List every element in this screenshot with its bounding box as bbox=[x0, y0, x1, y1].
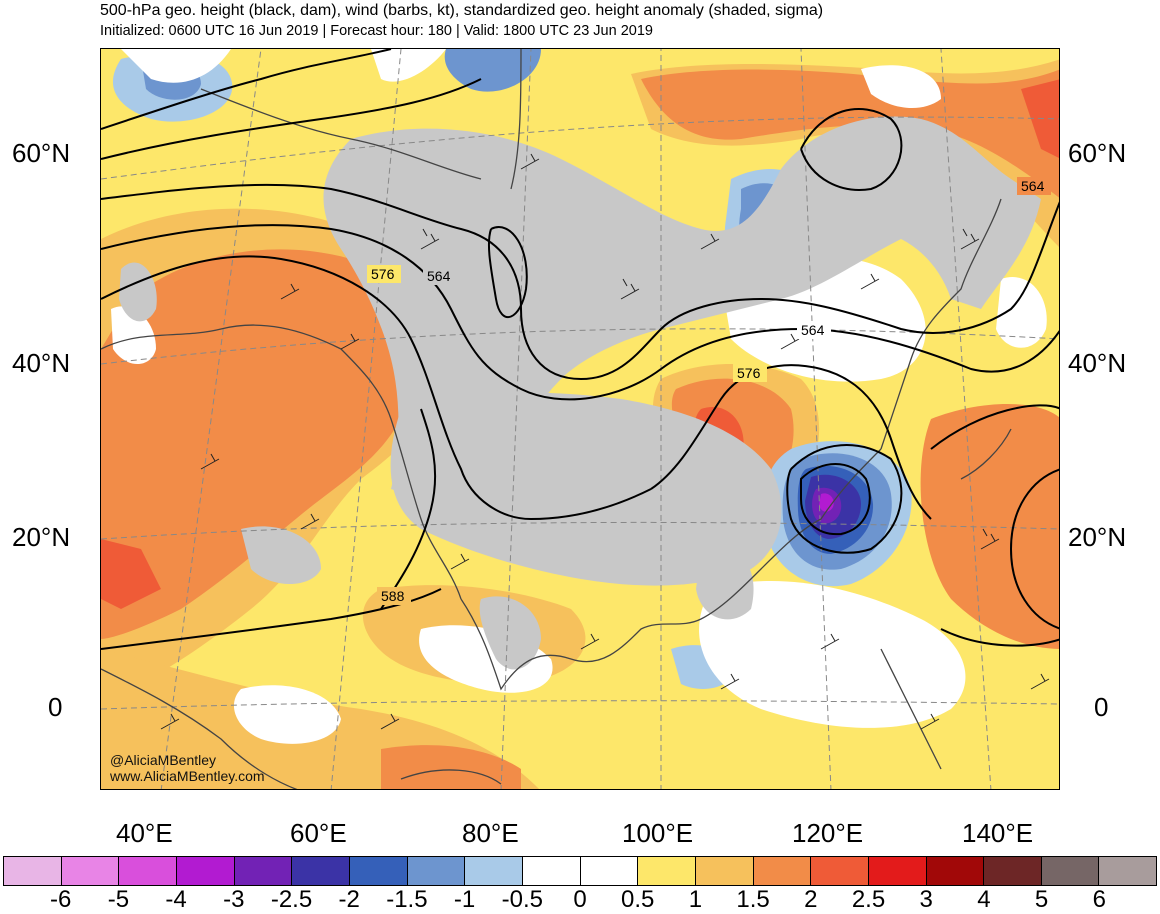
legend-swatch bbox=[984, 857, 1042, 885]
legend-tick-label: 1 bbox=[688, 886, 703, 913]
lat-label-left: 0 bbox=[48, 692, 63, 722]
contour-label: 564 bbox=[1021, 178, 1045, 194]
contour-label: 564 bbox=[427, 268, 451, 284]
chart-subtitle: Initialized: 0600 UTC 16 Jun 2019 | Fore… bbox=[100, 23, 653, 39]
legend-swatch bbox=[234, 857, 293, 885]
lon-label: 140°E bbox=[962, 818, 1034, 848]
legend-swatch bbox=[695, 857, 754, 885]
legend-swatch bbox=[811, 857, 869, 885]
attribution-handle: @AliciaMBentley bbox=[110, 752, 217, 768]
legend-swatch bbox=[407, 857, 466, 885]
attribution-site: www.AliciaMBentley.com bbox=[110, 768, 265, 784]
chart-title: 500-hPa geo. height (black, dam), wind (… bbox=[100, 2, 824, 19]
graticule bbox=[101, 49, 1059, 789]
legend-swatch bbox=[868, 857, 927, 885]
legend-swatch bbox=[61, 857, 120, 885]
lat-label-right: 20°N bbox=[1068, 522, 1127, 552]
contour-label: 588 bbox=[381, 588, 405, 604]
lon-label: 120°E bbox=[792, 818, 864, 848]
legend-tick-label: -1 bbox=[453, 886, 476, 913]
legend-swatch bbox=[176, 857, 235, 885]
map-panel: 576 564 564 576 588 564 bbox=[100, 48, 1060, 790]
contour-label-group: 576 564 564 576 588 564 bbox=[367, 177, 1051, 605]
legend-swatch bbox=[522, 857, 581, 885]
gray-land-overlay bbox=[119, 116, 1041, 670]
lat-label-left: 40°N bbox=[12, 348, 71, 378]
legend-tick-label: 1.5 bbox=[736, 886, 770, 913]
legend-swatch bbox=[349, 857, 408, 885]
contour-label: 576 bbox=[737, 365, 761, 381]
lon-label: 100°E bbox=[622, 818, 694, 848]
lon-label: 60°E bbox=[290, 818, 347, 848]
neutral-anomaly-patches bbox=[111, 49, 1047, 744]
contour-label: 564 bbox=[801, 322, 825, 338]
lat-label-right: 0 bbox=[1094, 692, 1109, 722]
wind-barbs bbox=[160, 153, 1050, 730]
attribution: @AliciaMBentley www.AliciaMBentley.com bbox=[110, 752, 265, 784]
legend-tick-label: 3 bbox=[919, 886, 933, 913]
legend-tick-label: 6 bbox=[1092, 886, 1106, 913]
lat-label-right: 60°N bbox=[1068, 138, 1127, 168]
height-contours bbox=[101, 49, 1059, 650]
legend-swatch bbox=[119, 857, 177, 885]
lat-label-left: 20°N bbox=[12, 522, 71, 552]
legend-tick-label: 2.5 bbox=[851, 886, 886, 913]
map-graphic: 576 564 564 576 588 564 bbox=[101, 49, 1059, 789]
legend-tick-label: -6 bbox=[50, 886, 72, 913]
legend-swatch bbox=[465, 857, 523, 885]
legend-tick-label: -2 bbox=[338, 886, 360, 913]
coastlines bbox=[101, 49, 1012, 789]
title-block: 500-hPa geo. height (black, dam), wind (… bbox=[100, 0, 823, 42]
legend-tick-label: -3 bbox=[223, 886, 245, 913]
contour-label: 576 bbox=[371, 266, 395, 282]
legend-swatch bbox=[4, 857, 62, 885]
lat-label-left: 60°N bbox=[12, 138, 71, 168]
legend-tick-label: 4 bbox=[977, 886, 991, 913]
legend-tick-label: 0.5 bbox=[621, 886, 655, 913]
legend-swatch bbox=[926, 857, 985, 885]
legend-tick-label: 0 bbox=[573, 886, 587, 913]
legend-tick-label: -5 bbox=[107, 886, 130, 913]
lon-label: 80°E bbox=[462, 818, 519, 848]
legend-tick-label: -0.5 bbox=[501, 886, 543, 913]
legend-swatch bbox=[580, 857, 639, 885]
legend-swatch bbox=[638, 857, 696, 885]
lon-label: 40°E bbox=[116, 818, 173, 848]
legend-tick-label: -1.5 bbox=[386, 886, 428, 913]
legend-tick-label: 2 bbox=[804, 886, 818, 913]
legend-tick-label: -2.5 bbox=[270, 886, 313, 913]
legend-swatch bbox=[1099, 857, 1157, 885]
color-legend-bar bbox=[3, 856, 1157, 886]
legend-tick-label: -4 bbox=[165, 886, 187, 913]
legend-tick-label: 5 bbox=[1034, 886, 1049, 913]
legend-swatch bbox=[1041, 857, 1100, 885]
legend-swatch bbox=[753, 857, 812, 885]
lat-label-right: 40°N bbox=[1068, 348, 1127, 378]
legend-swatch bbox=[292, 857, 350, 885]
